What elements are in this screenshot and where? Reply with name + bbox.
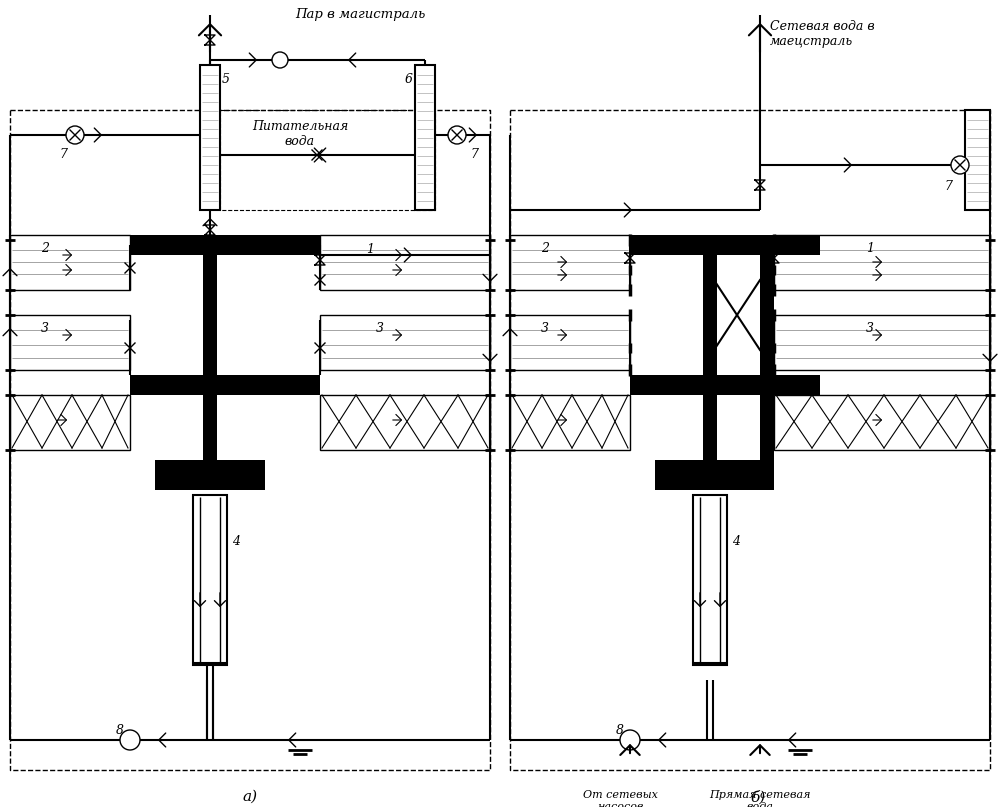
Text: 5: 5 [222, 73, 230, 86]
Text: 7: 7 [944, 180, 952, 193]
Bar [760, 235, 774, 490]
Bar [510, 395, 630, 450]
Circle shape [951, 156, 969, 174]
Bar [10, 235, 130, 290]
Text: 7: 7 [59, 148, 67, 161]
Bar [130, 375, 320, 395]
Bar [774, 395, 990, 450]
Text: 1: 1 [866, 242, 874, 255]
Bar [965, 110, 990, 210]
Text: 1: 1 [366, 243, 374, 256]
Text: 3: 3 [866, 322, 874, 335]
Bar [510, 315, 630, 370]
Text: 4: 4 [232, 535, 240, 548]
Bar [200, 65, 220, 210]
Bar [320, 235, 490, 290]
Text: 2: 2 [541, 242, 549, 255]
Text: 6: 6 [405, 73, 413, 86]
Bar [415, 65, 435, 210]
Circle shape [620, 730, 640, 750]
Bar [774, 315, 990, 370]
Bar [130, 235, 320, 255]
Text: 4: 4 [732, 535, 740, 548]
Bar [703, 395, 717, 490]
Bar [510, 235, 630, 290]
Bar [193, 495, 227, 665]
Circle shape [448, 126, 466, 144]
Bar [155, 460, 265, 490]
Bar [703, 235, 717, 490]
Text: 3: 3 [41, 322, 49, 335]
Circle shape [66, 126, 84, 144]
Bar [10, 395, 130, 450]
Bar [630, 235, 820, 255]
Text: От сетевых
насосов: От сетевых насосов [583, 790, 657, 807]
Bar [760, 375, 774, 395]
Bar [693, 495, 727, 665]
Text: Прямая сетевая
вода: Прямая сетевая вода [709, 790, 811, 807]
Bar [10, 315, 130, 370]
Text: Сетевая вода в
маецстраль: Сетевая вода в маецстраль [770, 20, 875, 48]
Text: Питательная
вода: Питательная вода [252, 120, 348, 148]
Circle shape [272, 52, 288, 68]
Bar [320, 395, 490, 450]
Bar [655, 460, 765, 490]
Text: Пар в магистраль: Пар в магистраль [295, 8, 425, 21]
Bar [630, 375, 820, 395]
Circle shape [120, 730, 140, 750]
Text: 8: 8 [116, 724, 124, 737]
Text: а): а) [242, 790, 258, 804]
Text: 3: 3 [541, 322, 549, 335]
Text: б): б) [750, 790, 765, 805]
Bar [203, 395, 217, 490]
Bar [774, 235, 990, 290]
Text: 2: 2 [41, 242, 49, 255]
Text: 7: 7 [470, 148, 478, 161]
Text: 8: 8 [616, 724, 624, 737]
Bar [320, 315, 490, 370]
Text: 3: 3 [376, 322, 384, 335]
Bar [203, 235, 217, 490]
